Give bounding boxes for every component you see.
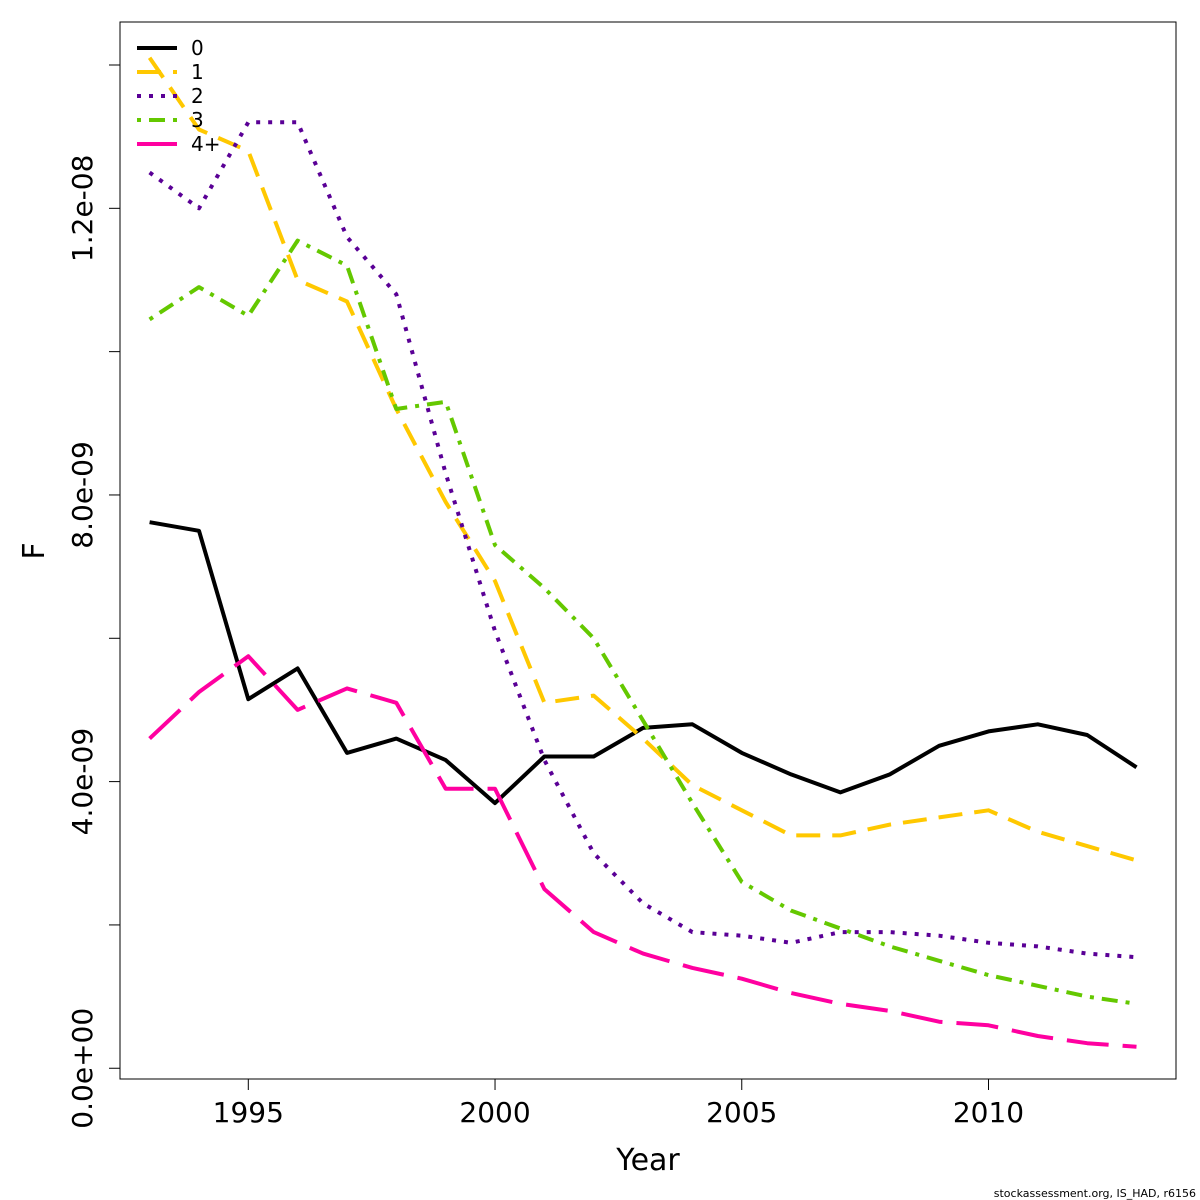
y-axis: 0.0e+00 4.0e-09 8.0e-09 1.2e-08 bbox=[66, 64, 120, 1129]
y-tick-label: 4.0e-09 bbox=[66, 728, 99, 836]
legend-label-3: 3 bbox=[191, 108, 204, 132]
series-line-0 bbox=[149, 520, 1138, 806]
legend-label-0: 0 bbox=[191, 36, 204, 60]
x-tick-label: 2010 bbox=[953, 1096, 1024, 1129]
x-tick-label: 2000 bbox=[459, 1096, 530, 1129]
legend-label-1: 1 bbox=[191, 60, 204, 84]
series-line-4 bbox=[148, 654, 1137, 1049]
x-axis-title: Year bbox=[615, 1143, 680, 1178]
credit-text: stockassessment.org, IS_HAD, r6156 bbox=[994, 1187, 1196, 1200]
plot-frame bbox=[119, 21, 1177, 1080]
x-axis: 1995 2000 2005 2010 bbox=[213, 1079, 1024, 1129]
y-tick-label: 1.2e-08 bbox=[66, 155, 99, 263]
series-line-3 bbox=[148, 238, 1137, 1006]
x-tick-label: 2005 bbox=[706, 1096, 777, 1129]
y-tick-label: 0.0e+00 bbox=[66, 1008, 99, 1129]
series-line-2 bbox=[148, 120, 1137, 960]
y-axis-title: F bbox=[17, 542, 52, 559]
x-tick-label: 1995 bbox=[213, 1096, 284, 1129]
y-tick-label: 8.0e-09 bbox=[66, 441, 99, 549]
series-line-1 bbox=[147, 56, 1138, 863]
series-layer bbox=[147, 56, 1138, 1049]
legend-label-4: 4+ bbox=[191, 132, 220, 156]
legend-label-2: 2 bbox=[191, 84, 204, 108]
